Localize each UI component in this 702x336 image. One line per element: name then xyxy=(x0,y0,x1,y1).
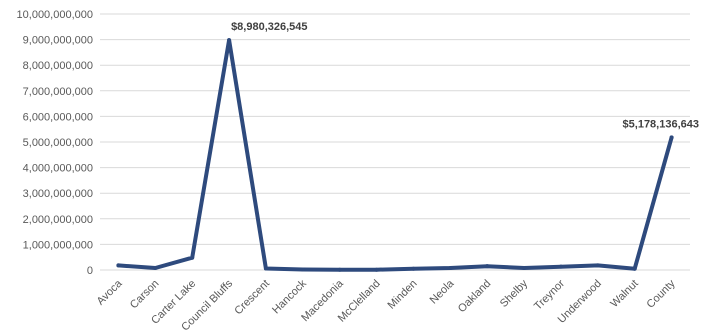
y-tick-label: 8,000,000,000 xyxy=(23,60,93,72)
data-point xyxy=(595,263,600,268)
x-tick-label: Treynor xyxy=(532,277,567,312)
series-line xyxy=(116,38,674,272)
y-tick-label: 10,000,000,000 xyxy=(17,9,93,21)
x-tick-label: County xyxy=(645,277,678,310)
data-point xyxy=(227,38,232,43)
x-tick-label: Neola xyxy=(428,277,457,306)
data-point xyxy=(116,263,121,268)
data-point xyxy=(153,265,158,270)
data-point xyxy=(411,266,416,271)
data-label: $5,178,136,643 xyxy=(623,118,699,130)
y-tick-label: 1,000,000,000 xyxy=(23,239,93,251)
y-tick-label: 9,000,000,000 xyxy=(23,35,93,47)
x-tick-label: Shelby xyxy=(498,277,531,310)
y-tick-label: 5,000,000,000 xyxy=(23,137,93,149)
data-point xyxy=(190,255,195,260)
data-point xyxy=(263,266,268,271)
data-point xyxy=(558,264,563,269)
y-tick-label: 3,000,000,000 xyxy=(23,188,93,200)
data-labels: $8,980,326,545 $5,178,136,643 xyxy=(231,21,699,130)
x-tick-label: Oakland xyxy=(456,278,493,315)
data-point xyxy=(337,267,342,272)
y-tick-label: 0 xyxy=(87,265,93,277)
data-point xyxy=(448,265,453,270)
y-tick-label: 6,000,000,000 xyxy=(23,111,93,123)
data-point xyxy=(374,267,379,272)
x-tick-label: Crescent xyxy=(232,278,272,318)
y-axis-tick-labels: 0 1,000,000,000 2,000,000,000 3,000,000,000… xyxy=(17,9,93,277)
x-tick-label: Carson xyxy=(128,278,162,312)
x-tick-label: Minden xyxy=(386,278,420,312)
y-tick-label: 7,000,000,000 xyxy=(23,86,93,98)
data-point xyxy=(669,135,674,140)
gridlines xyxy=(100,13,690,271)
data-point xyxy=(485,264,490,269)
x-tick-label: Avoca xyxy=(95,277,126,308)
y-tick-label: 4,000,000,000 xyxy=(23,163,93,175)
data-point xyxy=(632,266,637,271)
y-tick-label: 2,000,000,000 xyxy=(23,214,93,226)
data-label: $8,980,326,545 xyxy=(231,21,307,33)
data-points xyxy=(116,38,674,272)
data-point xyxy=(522,265,527,270)
x-tick-label: Walnut xyxy=(608,278,640,310)
data-point xyxy=(300,267,305,272)
